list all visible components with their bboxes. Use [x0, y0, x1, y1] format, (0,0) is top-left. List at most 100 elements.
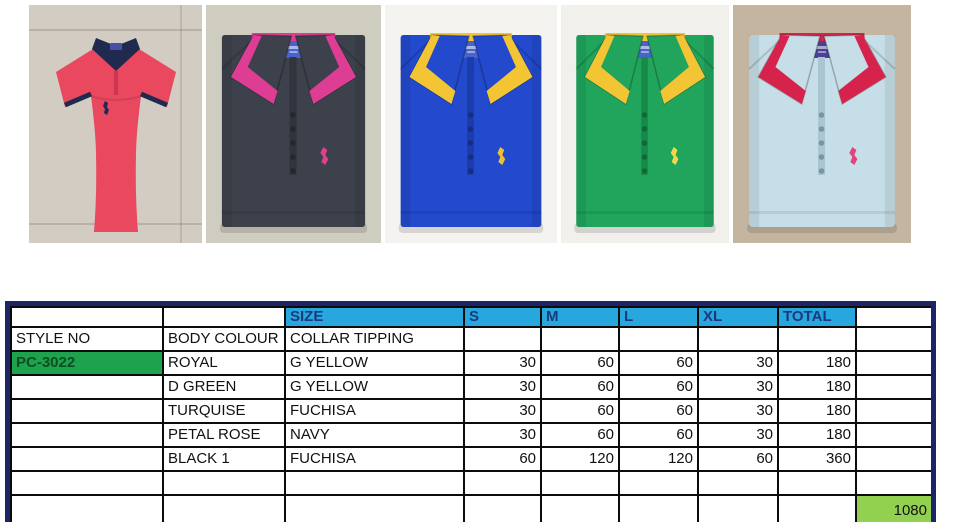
header-s: S — [463, 306, 542, 328]
qty-m-cell: 60 — [540, 350, 620, 376]
empty-cell — [162, 470, 286, 496]
empty-cell — [540, 494, 620, 522]
empty-cell — [855, 422, 931, 448]
empty-cell — [697, 326, 779, 352]
qty-s-cell: 30 — [463, 398, 542, 424]
folded-polo-graphic — [574, 33, 716, 233]
empty-cell — [855, 398, 931, 424]
qty-l-cell: 60 — [618, 422, 699, 448]
column-label-row: STYLE NO BODY COLOUR COLLAR TIPPING — [10, 326, 931, 352]
table-row-turquise: TURQUISE FUCHISA 30 60 60 30 180 — [10, 398, 931, 424]
empty-cell — [777, 326, 857, 352]
folded-polo-graphic — [398, 33, 544, 233]
empty-cell — [10, 494, 164, 522]
qty-m-cell: 120 — [540, 446, 620, 472]
empty-cell — [855, 470, 931, 496]
empty-cell — [463, 494, 542, 522]
qty-m-cell: 60 — [540, 398, 620, 424]
header-m: M — [540, 306, 620, 328]
qty-l-cell: 60 — [618, 374, 699, 400]
table-row-royal: PC-3022 ROYAL G YELLOW 30 60 60 30 180 — [10, 350, 931, 376]
empty-cell — [162, 494, 286, 522]
header-body-colour: BODY COLOUR — [162, 326, 286, 352]
qty-xl-cell: 30 — [697, 374, 779, 400]
size-header-row: SIZE S M L XL TOTAL — [10, 306, 931, 328]
table-row-dgreen: D GREEN G YELLOW 30 60 60 30 180 — [10, 374, 931, 400]
product-photo-strip — [29, 5, 911, 243]
empty-cell — [855, 326, 931, 352]
empty-cell — [10, 470, 164, 496]
photo-black-polo — [206, 5, 381, 243]
row-total-cell: 180 — [777, 422, 857, 448]
header-collar-tipping: COLLAR TIPPING — [284, 326, 465, 352]
empty-cell — [463, 326, 542, 352]
order-sheet: SIZE S M L XL TOTAL STYLE NO BODY COLOUR… — [5, 301, 936, 522]
empty-cell — [463, 470, 542, 496]
qty-xl-cell: 30 — [697, 350, 779, 376]
flat-polo-graphic — [29, 5, 202, 243]
empty-cell — [777, 494, 857, 522]
body-colour-cell: PETAL ROSE — [162, 422, 286, 448]
grand-total-cell: 1080 — [855, 494, 931, 522]
folded-polo-graphic — [747, 33, 897, 233]
body-colour-cell: TURQUISE — [162, 398, 286, 424]
collar-tipping-cell: FUCHISA — [284, 446, 465, 472]
empty-cell — [10, 422, 164, 448]
polo-player-logo-icon — [103, 101, 109, 115]
qty-s-cell: 60 — [463, 446, 542, 472]
style-no-cell: PC-3022 — [10, 350, 164, 376]
polo-player-logo-icon — [670, 147, 679, 165]
empty-cell — [697, 470, 779, 496]
qty-l-cell: 60 — [618, 350, 699, 376]
header-style-no: STYLE NO — [10, 326, 164, 352]
folded-polo-graphic — [219, 33, 368, 233]
empty-cell — [855, 374, 931, 400]
body-colour-cell: ROYAL — [162, 350, 286, 376]
qty-s-cell: 30 — [463, 374, 542, 400]
row-total-cell: 180 — [777, 374, 857, 400]
row-total-cell: 180 — [777, 398, 857, 424]
qty-m-cell: 60 — [540, 422, 620, 448]
qty-xl-cell: 30 — [697, 398, 779, 424]
photo-dgreen-polo — [561, 5, 729, 243]
body-colour-cell: BLACK 1 — [162, 446, 286, 472]
photo-turquise-polo — [733, 5, 911, 243]
table-row-petal-rose: PETAL ROSE NAVY 30 60 60 30 180 — [10, 422, 931, 448]
empty-cell — [10, 398, 164, 424]
empty-cell — [777, 470, 857, 496]
polo-player-logo-icon — [849, 147, 858, 165]
qty-xl-cell: 30 — [697, 422, 779, 448]
empty-cell — [697, 494, 779, 522]
empty-cell — [855, 350, 931, 376]
empty-cell — [10, 446, 164, 472]
empty-cell — [284, 470, 465, 496]
empty-cell — [855, 446, 931, 472]
collar-tipping-cell: G YELLOW — [284, 350, 465, 376]
row-total-cell: 180 — [777, 350, 857, 376]
spacer-row — [10, 470, 931, 496]
collar-tipping-cell: G YELLOW — [284, 374, 465, 400]
order-table: SIZE S M L XL TOTAL STYLE NO BODY COLOUR… — [10, 306, 931, 522]
qty-xl-cell: 60 — [697, 446, 779, 472]
photo-royal-polo — [385, 5, 557, 243]
qty-l-cell: 120 — [618, 446, 699, 472]
table-row-black: BLACK 1 FUCHISA 60 120 120 60 360 — [10, 446, 931, 472]
header-l: L — [618, 306, 699, 328]
empty-cell — [618, 470, 699, 496]
empty-cell — [540, 326, 620, 352]
header-xl: XL — [697, 306, 779, 328]
header-size: SIZE — [284, 306, 465, 328]
empty-cell — [10, 374, 164, 400]
qty-s-cell: 30 — [463, 350, 542, 376]
photo-petal-rose-polo — [29, 5, 202, 243]
qty-s-cell: 30 — [463, 422, 542, 448]
empty-cell — [618, 326, 699, 352]
empty-cell — [162, 306, 286, 328]
empty-cell — [284, 494, 465, 522]
body-colour-cell: D GREEN — [162, 374, 286, 400]
empty-cell — [10, 306, 164, 328]
polo-player-logo-icon — [320, 147, 329, 165]
header-total: TOTAL — [777, 306, 857, 328]
empty-cell — [618, 494, 699, 522]
grand-total-row: 1080 — [10, 494, 931, 522]
